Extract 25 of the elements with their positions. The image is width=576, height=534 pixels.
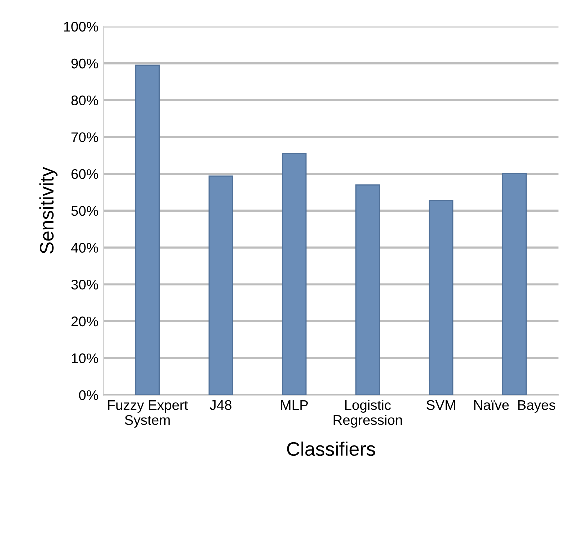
x-axis-title: Classifiers [287, 442, 376, 456]
y-tick-label: 90% [72, 58, 98, 69]
y-tick-label: 60% [72, 169, 98, 180]
y-tick-label: 10% [72, 354, 98, 364]
x-tick-label: Naïve Bayes [474, 400, 556, 413]
x-tick-label: J48 [210, 400, 232, 410]
y-tick-label: 80% [72, 96, 98, 106]
x-tick-label: Logistic Regression [334, 400, 402, 428]
y-tick-label: 50% [72, 206, 98, 216]
y-tick-label: 100% [64, 22, 98, 32]
x-tick-label: SVM [426, 400, 456, 410]
bar [282, 153, 307, 396]
x-tick-label: Fuzzy Expert System [108, 400, 188, 428]
bar [135, 64, 160, 396]
bar [356, 184, 380, 396]
y-tick-label: 70% [72, 132, 98, 142]
y-tick-label: 30% [72, 280, 98, 290]
bar [502, 173, 527, 396]
y-tick-label: 40% [71, 243, 98, 253]
bar [208, 176, 234, 396]
y-axis-title: Sensitivity [40, 167, 58, 254]
y-tick-label: 20% [72, 316, 98, 327]
y-tick-label: 0% [79, 390, 98, 400]
bar [428, 200, 454, 396]
x-tick-label: MLP [281, 400, 308, 410]
